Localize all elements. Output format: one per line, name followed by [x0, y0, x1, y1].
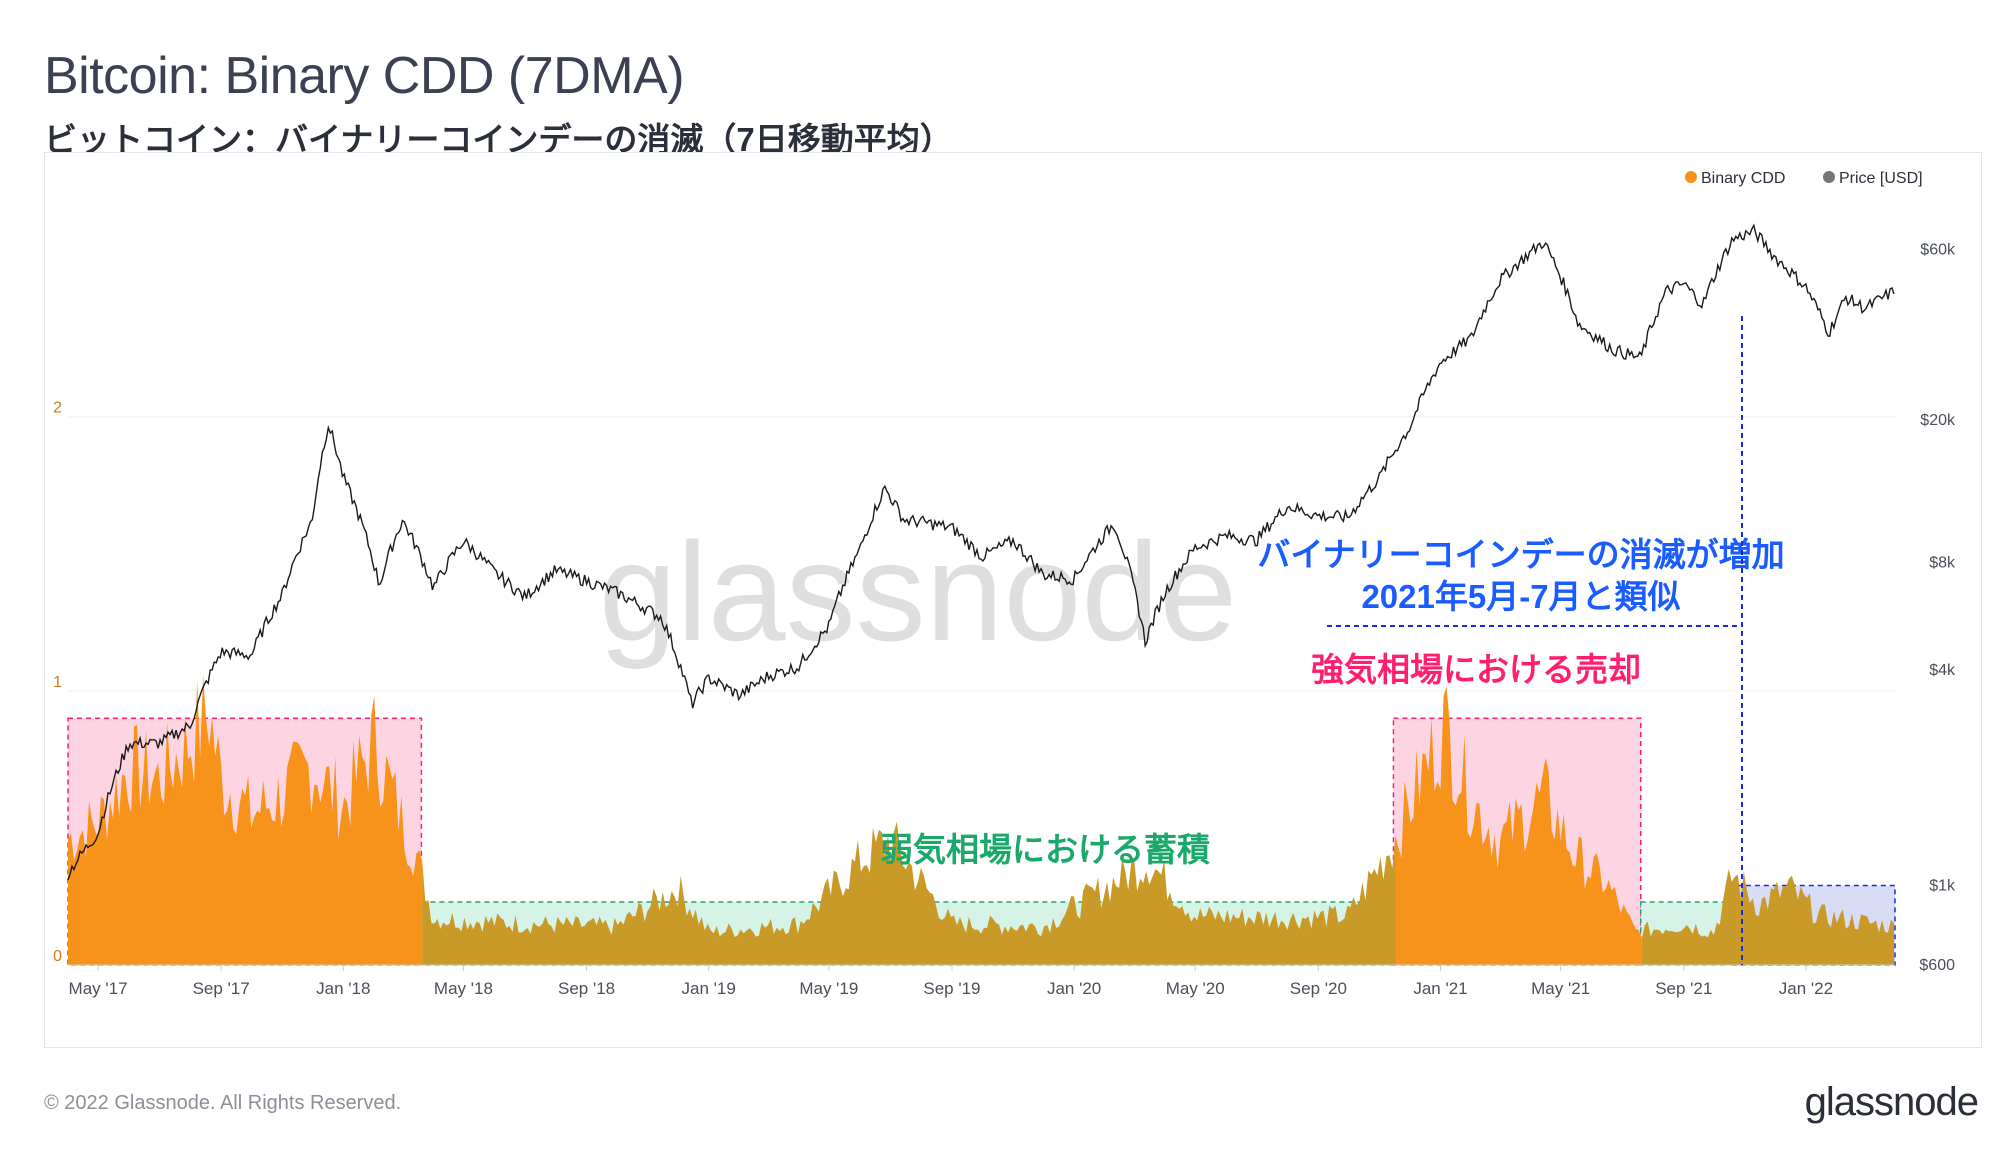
- legend-label: Binary CDD: [1701, 170, 1785, 187]
- binary-cdd-series: [68, 674, 1894, 965]
- axes: May '17 Sep '17 Jan '18 May '18 Sep '18 Jan '…: [53, 241, 1956, 998]
- annotations: バイナリーコインデーの消滅が増加 2021年5月-7月と類似強気相場における売却弱…: [880, 316, 1785, 965]
- x-tick-label: Jan '20: [1047, 979, 1101, 998]
- y-right-tick-label: $4k: [1929, 662, 1956, 679]
- annotation-blue-line1: バイナリーコインデーの消滅が増加: [1257, 536, 1784, 573]
- cdd-area-segment: [422, 821, 1396, 965]
- legend: Binary CDD Price [USD]: [1685, 170, 1923, 187]
- x-tick-label: Jan '18: [316, 979, 370, 998]
- annotation-blue-line2: 2021年5月-7月と類似: [1361, 578, 1680, 615]
- cdd-area-segment: [1395, 686, 1642, 965]
- legend-label: Price [USD]: [1839, 170, 1923, 187]
- x-tick-label: Jan '22: [1779, 979, 1833, 998]
- annotation-green: 弱気相場における蓄積: [880, 831, 1210, 868]
- y-left-tick-label: 0: [53, 948, 62, 965]
- y-left-tick-label: 2: [53, 400, 62, 417]
- price-series: [67, 223, 1895, 881]
- page-title: Bitcoin: Binary CDD (7DMA): [44, 47, 685, 105]
- y-right-tick-label: $20k: [1920, 412, 1956, 429]
- page-subtitle: ビットコイン：バイナリーコインデーの消滅（7日移動平均）: [44, 121, 953, 158]
- cdd-area-segment: [68, 674, 423, 965]
- watermark: glassnode: [599, 513, 1237, 670]
- y-left-tick-label: 1: [53, 674, 62, 691]
- y-right-tick-label: $8k: [1929, 554, 1956, 571]
- x-tick-label: May '21: [1531, 979, 1590, 998]
- x-tick-label: Sep '20: [1290, 979, 1347, 998]
- glassnode-logo: glassnode: [1804, 1080, 1979, 1124]
- x-tick-label: May '19: [799, 979, 858, 998]
- copyright-footer: © 2022 Glassnode. All Rights Reserved.: [44, 1092, 402, 1114]
- annotation-pink: 強気相場における売却: [1311, 651, 1641, 688]
- y-right-tick-label: $600: [1919, 957, 1955, 974]
- legend-marker: [1823, 171, 1835, 183]
- x-tick-label: May '20: [1166, 979, 1225, 998]
- x-tick-label: May '18: [434, 979, 493, 998]
- x-tick-label: May '17: [69, 979, 128, 998]
- x-tick-label: Jan '21: [1413, 979, 1467, 998]
- x-tick-label: Sep '21: [1655, 979, 1712, 998]
- price-line: [67, 223, 1895, 881]
- y-right-tick-label: $1k: [1929, 878, 1956, 895]
- x-tick-label: Sep '18: [558, 979, 615, 998]
- cdd-area-segment: [1641, 868, 1894, 965]
- x-tick-label: Sep '17: [193, 979, 250, 998]
- legend-marker: [1685, 171, 1697, 183]
- x-tick-label: Jan '19: [682, 979, 736, 998]
- y-right-tick-label: $60k: [1920, 241, 1956, 258]
- x-tick-label: Sep '19: [923, 979, 980, 998]
